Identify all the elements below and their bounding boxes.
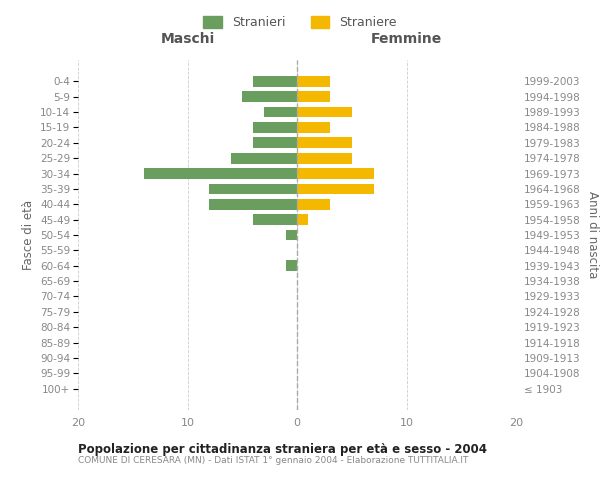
Bar <box>209 184 297 194</box>
Bar <box>297 92 330 102</box>
Text: Femmine: Femmine <box>371 32 442 46</box>
Legend: Stranieri, Straniere: Stranieri, Straniere <box>198 11 402 34</box>
Bar <box>286 260 297 271</box>
Bar <box>297 153 352 164</box>
Bar <box>297 106 352 118</box>
Bar <box>253 76 297 86</box>
Bar <box>297 214 308 225</box>
Bar <box>297 138 352 148</box>
Bar <box>297 199 330 209</box>
Bar <box>253 122 297 133</box>
Bar <box>253 214 297 225</box>
Text: Popolazione per cittadinanza straniera per età e sesso - 2004: Popolazione per cittadinanza straniera p… <box>78 442 487 456</box>
Bar <box>232 153 297 164</box>
Bar <box>297 184 374 194</box>
Bar <box>209 199 297 209</box>
Text: Maschi: Maschi <box>160 32 215 46</box>
Bar <box>297 168 374 179</box>
Bar <box>297 76 330 86</box>
Y-axis label: Fasce di età: Fasce di età <box>22 200 35 270</box>
Text: COMUNE DI CERESARA (MN) - Dati ISTAT 1° gennaio 2004 - Elaborazione TUTTITALIA.I: COMUNE DI CERESARA (MN) - Dati ISTAT 1° … <box>78 456 469 465</box>
Bar <box>286 230 297 240</box>
Bar <box>242 92 297 102</box>
Bar <box>264 106 297 118</box>
Bar <box>253 138 297 148</box>
Bar <box>297 122 330 133</box>
Y-axis label: Anni di nascita: Anni di nascita <box>586 192 599 278</box>
Bar <box>144 168 297 179</box>
